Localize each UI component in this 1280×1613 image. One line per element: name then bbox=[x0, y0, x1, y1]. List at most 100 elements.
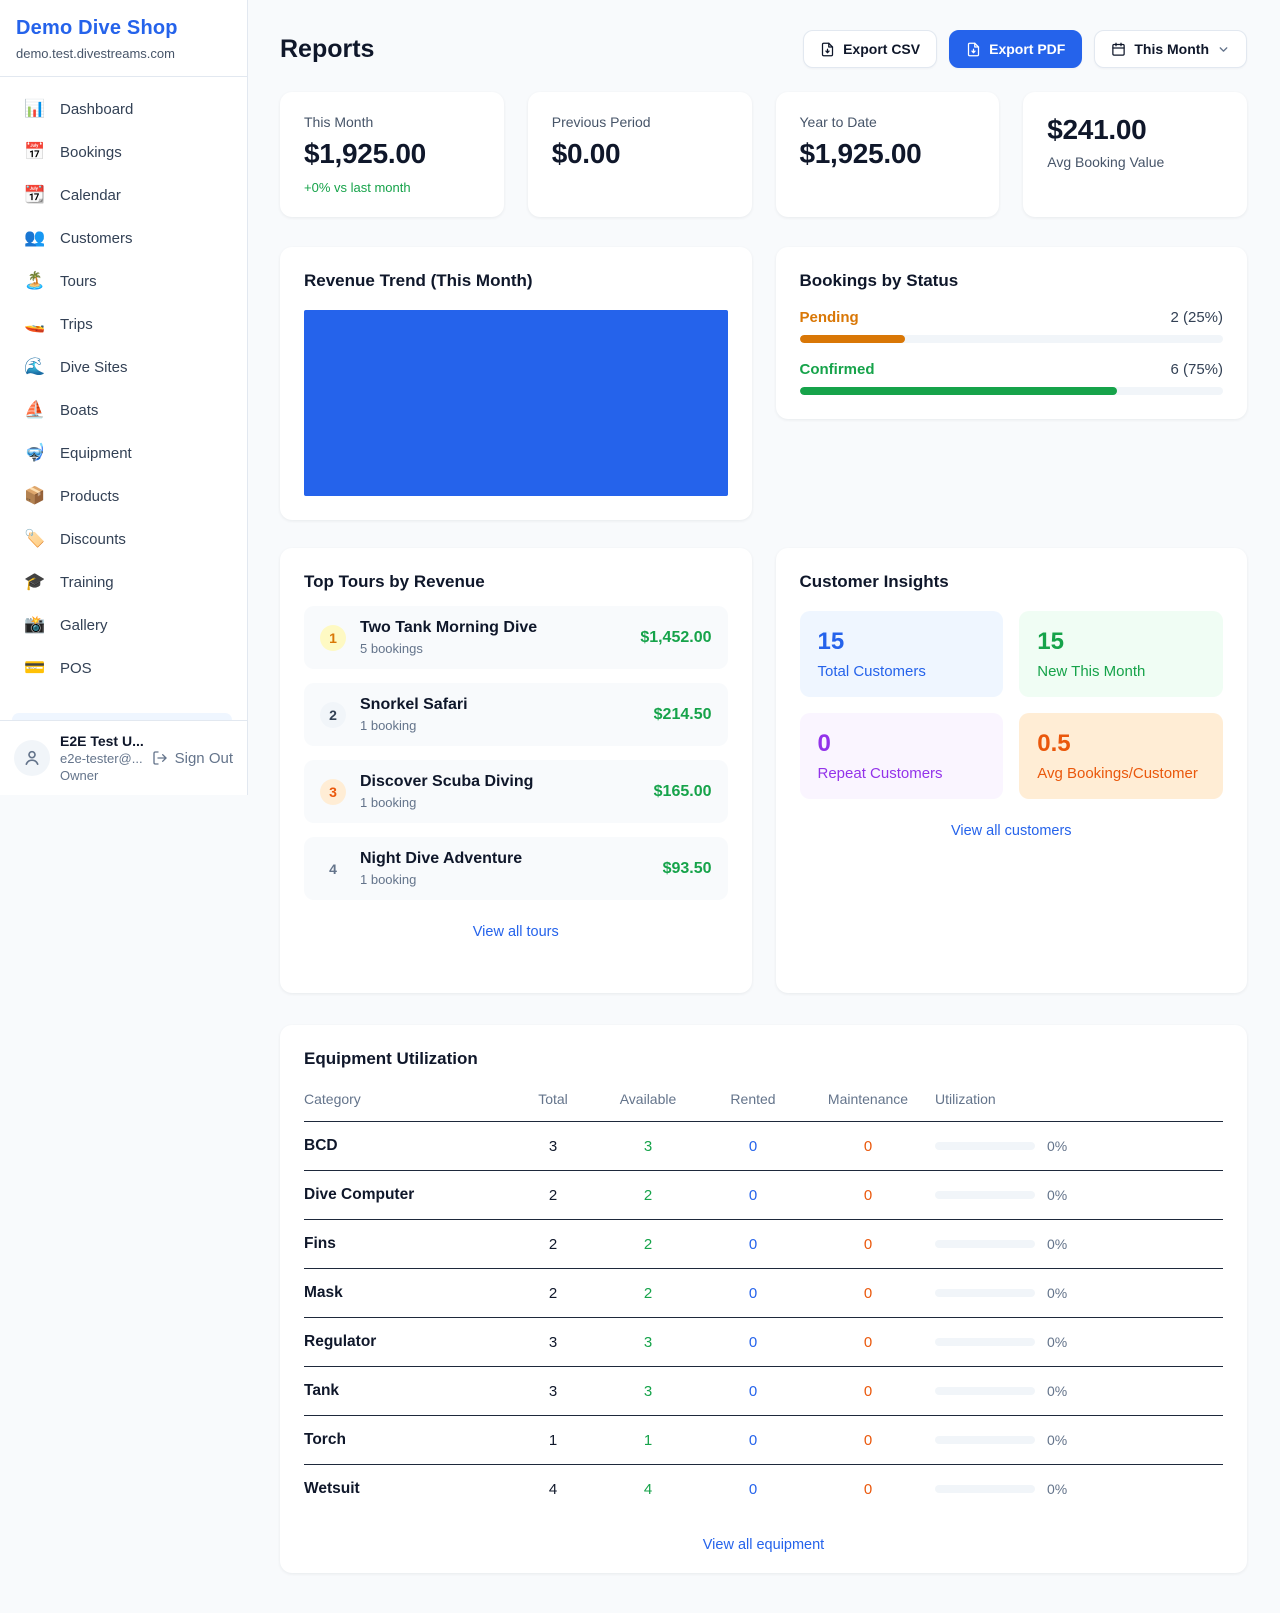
rank-badge: 1 bbox=[320, 624, 346, 651]
sidebar-item-dive-sites[interactable]: 🌊 Dive Sites bbox=[12, 349, 235, 385]
tour-row: 2 Snorkel Safari 1 booking $214.50 bbox=[304, 683, 728, 746]
utilization-percent: 0% bbox=[1047, 1187, 1068, 1203]
period-dropdown[interactable]: This Month bbox=[1094, 30, 1247, 68]
sign-out-button[interactable]: Sign Out bbox=[152, 750, 233, 767]
sidebar-item-equipment[interactable]: 🤿 Equipment bbox=[12, 435, 235, 471]
tile-avg-bookings: 0.5 Avg Bookings/Customer bbox=[1019, 713, 1223, 799]
bookings-by-status-title: Bookings by Status bbox=[799, 271, 959, 290]
header-actions: Export CSV Export PDF This Month bbox=[803, 30, 1247, 68]
island-icon: 🏝️ bbox=[24, 271, 46, 290]
tour-bookings: 1 booking bbox=[360, 718, 417, 733]
table-row: Mask 2 2 0 0 0% bbox=[304, 1269, 1223, 1318]
utilization-bar bbox=[935, 1142, 1035, 1150]
status-label: Confirmed bbox=[799, 361, 875, 378]
top-tours-card: Top Tours by Revenue 1 Two Tank Morning … bbox=[280, 548, 752, 993]
tour-name: Discover Scuba Diving bbox=[360, 773, 534, 790]
sidebar: Demo Dive Shop demo.test.divestreams.com… bbox=[0, 0, 248, 795]
shop-domain: demo.test.divestreams.com bbox=[16, 46, 175, 61]
tile-value: 15 bbox=[1037, 628, 1064, 655]
col-rented: Rented bbox=[730, 1091, 776, 1107]
stat-delta: +0% vs last month bbox=[304, 180, 411, 195]
tour-amount: $93.50 bbox=[662, 859, 712, 877]
equipment-utilization-title: Equipment Utilization bbox=[304, 1049, 478, 1068]
utilization-percent: 0% bbox=[1047, 1383, 1068, 1399]
sidebar-item-boats[interactable]: ⛵ Boats bbox=[12, 392, 235, 428]
tile-label: Total Customers bbox=[817, 663, 926, 680]
sailboat-icon: ⛵ bbox=[24, 400, 46, 419]
table-row: Fins 2 2 0 0 0% bbox=[304, 1220, 1223, 1269]
sidebar-item-pos[interactable]: 💳 POS bbox=[12, 650, 235, 686]
rank-badge: 3 bbox=[320, 778, 346, 805]
tour-row: 1 Two Tank Morning Dive 5 bookings $1,45… bbox=[304, 606, 728, 669]
stat-label: This Month bbox=[304, 114, 374, 130]
table-row: Torch 1 1 0 0 0% bbox=[304, 1416, 1223, 1465]
stat-card-year-to-date: Year to Date $1,925.00 bbox=[775, 92, 1000, 217]
sidebar-item-label: Equipment bbox=[60, 444, 132, 462]
equipment-table: Category Total Available Rented Maintena… bbox=[304, 1091, 1223, 1513]
people-icon: 👥 bbox=[24, 228, 46, 247]
export-csv-button[interactable]: Export CSV bbox=[803, 30, 938, 68]
equipment-category: Torch bbox=[304, 1431, 346, 1448]
package-icon: 📦 bbox=[24, 486, 46, 505]
equipment-category: Dive Computer bbox=[304, 1186, 415, 1203]
sidebar-item-label: Dive Sites bbox=[60, 358, 128, 376]
tile-value: 0 bbox=[817, 730, 831, 757]
utilization-percent: 0% bbox=[1047, 1138, 1068, 1154]
sidebar-item-label: Customers bbox=[60, 229, 133, 247]
view-all-tours-link[interactable]: View all tours bbox=[472, 924, 559, 940]
utilization-bar bbox=[935, 1240, 1035, 1248]
sidebar-item-dashboard[interactable]: 📊 Dashboard bbox=[12, 91, 235, 127]
sidebar-item-reports-active-partial[interactable] bbox=[12, 713, 232, 720]
tour-amount: $214.50 bbox=[653, 705, 712, 723]
view-all-customers-link[interactable]: View all customers bbox=[950, 823, 1072, 839]
sidebar-item-bookings[interactable]: 📅 Bookings bbox=[12, 134, 235, 170]
graduation-cap-icon: 🎓 bbox=[24, 572, 46, 591]
tour-amount: $165.00 bbox=[653, 782, 712, 800]
tour-bookings: 5 bookings bbox=[360, 641, 423, 656]
sidebar-item-customers[interactable]: 👥 Customers bbox=[12, 220, 235, 256]
table-row: Wetsuit 4 4 0 0 0% bbox=[304, 1480, 1068, 1498]
sidebar-item-training[interactable]: 🎓 Training bbox=[12, 564, 235, 600]
export-pdf-button[interactable]: Export PDF bbox=[949, 30, 1083, 68]
sidebar-item-tours[interactable]: 🏝️ Tours bbox=[12, 263, 235, 299]
tour-bookings: 1 booking bbox=[360, 872, 417, 887]
sidebar-user-footer: E2E Test U... e2e-tester@... Owner Sign … bbox=[0, 720, 247, 795]
col-maintenance: Maintenance bbox=[827, 1091, 909, 1107]
tile-value: 0.5 bbox=[1037, 730, 1071, 757]
charts-row: Revenue Trend (This Month) Bookings by S… bbox=[280, 247, 1247, 520]
tile-label: Repeat Customers bbox=[817, 765, 943, 782]
utilization-bar bbox=[935, 1436, 1035, 1444]
revenue-trend-card: Revenue Trend (This Month) bbox=[280, 247, 752, 520]
speedboat-icon: 🚤 bbox=[24, 314, 46, 333]
sidebar-item-discounts[interactable]: 🏷️ Discounts bbox=[12, 521, 235, 557]
person-icon bbox=[25, 750, 39, 765]
utilization-percent: 0% bbox=[1047, 1236, 1068, 1252]
equipment-category: Fins bbox=[304, 1235, 336, 1252]
sidebar-item-products[interactable]: 📦 Products bbox=[12, 478, 235, 514]
sidebar-item-gallery[interactable]: 📸 Gallery bbox=[12, 607, 235, 643]
top-tours-title: Top Tours by Revenue bbox=[304, 572, 485, 591]
col-available: Available bbox=[619, 1091, 677, 1107]
tile-label: Avg Bookings/Customer bbox=[1037, 765, 1198, 782]
stat-card-this-month: This Month $1,925.00 +0% vs last month bbox=[280, 92, 504, 217]
diving-mask-icon: 🤿 bbox=[24, 443, 46, 462]
stat-value: $1,925.00 bbox=[799, 138, 922, 169]
sign-out-icon bbox=[152, 751, 167, 765]
stat-cards: This Month $1,925.00 +0% vs last month P… bbox=[280, 92, 1247, 217]
sidebar-item-trips[interactable]: 🚤 Trips bbox=[12, 306, 235, 342]
equipment-category: Tank bbox=[304, 1382, 340, 1399]
page-header: Reports Export CSV Export PDF This Month bbox=[280, 30, 1247, 68]
credit-card-icon: 💳 bbox=[24, 658, 46, 677]
revenue-trend-title: Revenue Trend (This Month) bbox=[304, 271, 533, 290]
sidebar-item-calendar[interactable]: 📆 Calendar bbox=[12, 177, 235, 213]
tag-icon: 🏷️ bbox=[24, 529, 46, 548]
camera-icon: 📸 bbox=[24, 615, 46, 634]
utilization-bar bbox=[935, 1191, 1035, 1199]
status-bar-fill bbox=[799, 335, 906, 343]
status-row-confirmed: Confirmed 6 (75%) bbox=[799, 361, 1223, 395]
view-all-equipment-link[interactable]: View all equipment bbox=[702, 1537, 825, 1553]
col-total: Total bbox=[538, 1091, 568, 1107]
stat-card-avg-booking-value: $241.00 Avg Booking Value bbox=[1023, 92, 1247, 217]
col-utilization: Utilization bbox=[935, 1091, 996, 1107]
status-bar-track bbox=[799, 387, 1223, 395]
